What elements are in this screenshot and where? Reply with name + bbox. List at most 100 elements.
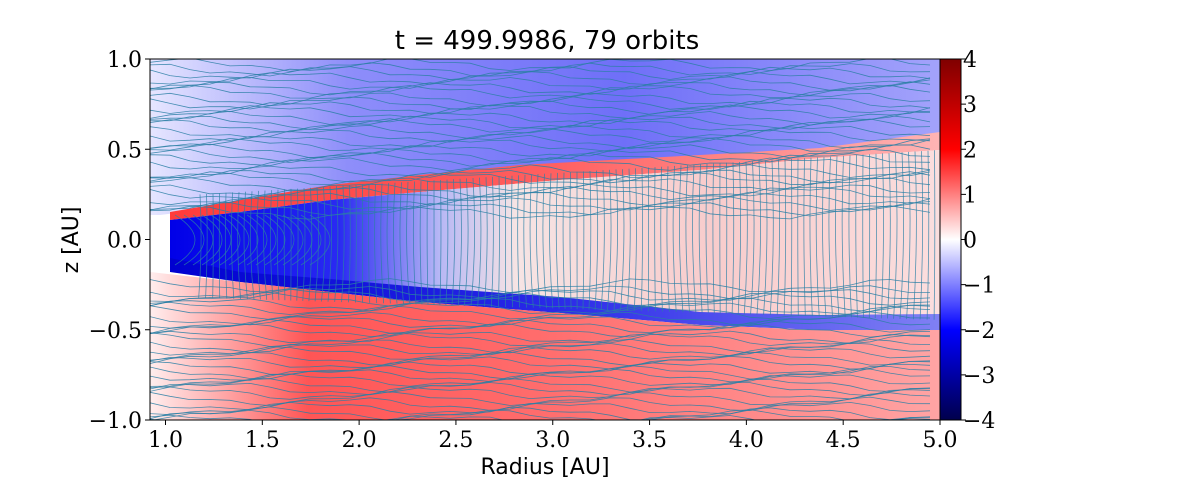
- streamline: [399, 182, 404, 304]
- streamline: [815, 157, 820, 317]
- streamline: [150, 406, 931, 420]
- streamline: [406, 181, 411, 305]
- y-axis-title: z [AU]: [59, 207, 84, 274]
- streamline: [633, 168, 637, 311]
- streamline: [672, 165, 677, 313]
- streamline: [150, 291, 931, 307]
- streamline: [150, 76, 931, 91]
- streamline: [150, 152, 931, 167]
- streamline: [348, 185, 351, 303]
- streamline: [150, 128, 931, 143]
- colorbar: 4 3 2 1 0 −1 −2 −3 −4: [939, 48, 995, 434]
- colorbar-tick-label: −4: [963, 409, 995, 434]
- streamline: [666, 166, 670, 312]
- streamline: [464, 178, 469, 306]
- streamline: [368, 184, 371, 303]
- streamline: [150, 143, 931, 159]
- streamline: [150, 368, 931, 383]
- y-tick-label: 1.0: [107, 48, 142, 73]
- streamline: [150, 297, 931, 313]
- streamline: [300, 214, 322, 266]
- streamline: [150, 386, 931, 400]
- streamline: [264, 214, 286, 266]
- streamline: [150, 62, 931, 77]
- streamline: [685, 165, 690, 313]
- streamline: [150, 332, 931, 347]
- streamline: [150, 148, 931, 164]
- streamline: [150, 84, 931, 99]
- streamline: [201, 214, 223, 266]
- streamline: [600, 170, 605, 310]
- streamline: [477, 177, 482, 307]
- streamline: [192, 214, 214, 266]
- streamline: [880, 153, 884, 319]
- streamline: [919, 151, 924, 320]
- y-tick-label: −1.0: [89, 409, 142, 434]
- streamline: [588, 170, 592, 310]
- streamline: [150, 118, 931, 133]
- streamline: [620, 169, 625, 311]
- streamline: [150, 319, 931, 334]
- streamline: [150, 373, 931, 387]
- streamline: [150, 305, 931, 320]
- streamline: [255, 214, 277, 266]
- streamline: [341, 185, 345, 303]
- x-tick-label: 4.5: [826, 428, 861, 453]
- y-tick-label: 0.0: [107, 229, 142, 254]
- streamline: [692, 164, 697, 313]
- streamline: [828, 156, 833, 317]
- streamline: [498, 176, 500, 307]
- streamlines: [150, 59, 936, 420]
- streamline: [698, 164, 703, 313]
- colorbar-tick-label: 0: [963, 229, 977, 254]
- streamline: [150, 409, 931, 420]
- streamline: [246, 214, 268, 266]
- x-tick-label: 2.0: [342, 428, 377, 453]
- streamline: [263, 190, 268, 300]
- streamline: [355, 184, 357, 303]
- streamline: [150, 100, 931, 115]
- streamline: [822, 156, 827, 317]
- streamline: [282, 214, 304, 266]
- streamline: [237, 192, 241, 300]
- streamline: [763, 160, 768, 315]
- x-axis-title: Radius [AU]: [480, 455, 609, 480]
- x-axis: 1.0 1.5 2.0 2.5 3.0 3.5 4.0 4.5 5.0: [148, 420, 958, 453]
- streamline: [291, 214, 313, 266]
- streamline: [607, 169, 612, 311]
- streamline: [150, 351, 931, 367]
- streamline: [769, 160, 774, 316]
- streamline: [150, 134, 931, 150]
- streamline: [150, 71, 931, 86]
- streamline: [150, 59, 931, 72]
- streamline: [809, 157, 813, 317]
- streamline: [150, 382, 931, 396]
- streamline: [582, 171, 585, 310]
- streamline: [269, 190, 274, 300]
- streamline: [529, 174, 534, 308]
- streamline: [150, 164, 931, 179]
- streamline: [237, 214, 259, 266]
- streamline: [386, 183, 391, 304]
- streamline: [150, 288, 931, 302]
- streamline: [899, 152, 904, 319]
- y-tick-label: −0.5: [89, 319, 142, 344]
- streamline: [912, 151, 917, 320]
- streamline: [470, 177, 475, 307]
- streamline: [380, 183, 384, 304]
- streamline: [419, 181, 423, 305]
- streamline: [893, 152, 898, 319]
- colorbar-tick-label: 3: [963, 93, 977, 118]
- x-tick-label: 1.5: [245, 428, 280, 453]
- streamline: [393, 182, 398, 304]
- streamline: [862, 154, 864, 318]
- region-lower-surface: [170, 258, 940, 330]
- streamline: [783, 159, 787, 316]
- streamline: [150, 191, 931, 206]
- streamline: [926, 150, 930, 320]
- streamline: [594, 170, 599, 310]
- streamline: [439, 179, 442, 306]
- x-tick-label: 3.5: [632, 428, 667, 453]
- streamline: [150, 346, 931, 361]
- streamline: [542, 173, 547, 309]
